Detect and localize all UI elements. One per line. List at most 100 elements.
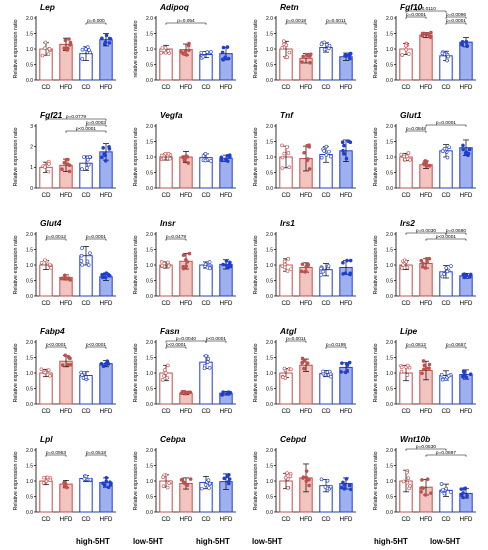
y-tick-label: 2.0 <box>386 16 393 22</box>
p-value-label: p=0.0953 <box>46 450 66 456</box>
data-point <box>43 40 48 45</box>
chart-panel-wnt10b: Wnt10b Relative expression ratio 0.0 0.5 1.0… <box>373 434 476 523</box>
y-tick-label: 1.5 <box>146 355 153 361</box>
data-point <box>321 369 325 374</box>
y-tick-label: 1.5 <box>386 247 393 253</box>
x-category-label: CD <box>321 300 331 307</box>
data-point <box>106 485 111 490</box>
data-point <box>80 167 84 171</box>
data-point <box>345 258 349 263</box>
data-point <box>39 367 44 372</box>
x-category-label: CD <box>441 300 451 307</box>
x-category-label: HFD <box>60 516 73 523</box>
data-point <box>160 46 165 50</box>
data-point <box>348 272 352 277</box>
y-tick-label: 2.0 <box>26 16 33 22</box>
y-tick-label: 1.5 <box>266 247 273 253</box>
data-point <box>399 365 404 370</box>
x-category-label: CD <box>161 84 171 91</box>
y-tick-label: 0.0 <box>386 510 393 516</box>
p-value-label: p<0.0001 <box>436 234 456 240</box>
y-tick-label: 0.0 <box>386 294 393 300</box>
data-point <box>285 269 290 273</box>
y-tick-label: 0.0 <box>266 78 273 84</box>
x-category-label: HFD <box>300 192 313 199</box>
y-tick-label: 1.5 <box>266 355 273 361</box>
chart-panel-adipoq: Adipoq relative expression ratio 0.0 0.5 1.0… <box>133 2 236 91</box>
data-point <box>348 258 353 263</box>
data-point <box>341 260 345 265</box>
y-tick-label: 1.0 <box>266 263 273 269</box>
y-tick-label: 0.0 <box>146 186 153 192</box>
chart-panel-lpl: Lpl Relative expression ratio 0.0 0.5 1.0 1.5… <box>13 434 116 523</box>
y-tick-label: 2.0 <box>146 124 153 130</box>
data-point <box>42 165 47 169</box>
p-value-label: p=0.0657 <box>446 342 466 348</box>
data-point <box>85 259 90 264</box>
y-tick-label: 2.0 <box>266 340 273 346</box>
data-point <box>322 47 327 52</box>
y-tick-label: 0.5 <box>26 494 33 500</box>
y-tick-label: 0.0 <box>26 78 33 84</box>
data-point <box>225 474 230 478</box>
chart-title: Vegfa <box>160 110 183 120</box>
data-point <box>166 264 171 269</box>
x-category-label: CD <box>321 192 331 199</box>
x-category-label: HFD <box>420 408 433 415</box>
y-tick-label: 1.0 <box>386 47 393 53</box>
data-point <box>220 50 225 55</box>
data-point <box>442 146 447 151</box>
y-axis-label: Relative expression ratio <box>373 19 379 78</box>
data-point <box>280 166 285 170</box>
x-category-label: CD <box>81 408 91 415</box>
p-value-label: p=0.0779 <box>66 114 86 120</box>
data-point <box>181 51 185 56</box>
data-point <box>41 481 46 485</box>
data-point <box>462 370 466 374</box>
y-tick-label: 1.5 <box>26 463 33 469</box>
data-point <box>163 151 168 156</box>
data-point <box>307 483 311 488</box>
data-point <box>186 43 191 48</box>
x-category-label: CD <box>201 516 211 523</box>
data-point <box>344 362 349 366</box>
data-point <box>289 367 293 372</box>
y-tick-label: 0.5 <box>266 494 273 500</box>
y-tick-label: 1.0 <box>26 371 33 377</box>
data-point <box>327 369 332 374</box>
data-point <box>159 260 164 264</box>
data-point <box>43 46 47 51</box>
p-value-label: p=0.0011 <box>326 18 346 24</box>
x-category-label: CD <box>281 84 291 91</box>
chart-title: Irs1 <box>280 218 295 228</box>
data-point <box>427 362 432 367</box>
data-point <box>464 375 469 380</box>
data-point <box>282 366 287 371</box>
data-point <box>64 485 69 490</box>
data-point <box>461 143 465 148</box>
x-category-label: CD <box>201 408 211 415</box>
data-point <box>201 55 206 59</box>
chart-title: Fgf21 <box>40 110 63 120</box>
y-tick-label: 2.0 <box>266 232 273 238</box>
y-axis-label: Relative expression ratio <box>373 451 379 510</box>
x-category-label: HFD <box>180 300 193 307</box>
y-tick-label: 2 <box>30 144 33 150</box>
y-tick-label: 2.0 <box>26 448 33 454</box>
data-point <box>103 40 108 44</box>
data-point <box>321 269 325 274</box>
x-category-label: CD <box>441 192 451 199</box>
y-tick-label: 2.0 <box>146 232 153 238</box>
x-category-label: HFD <box>340 300 353 307</box>
data-point <box>419 258 424 263</box>
data-point <box>162 368 167 372</box>
data-point <box>282 151 287 156</box>
data-point <box>64 158 69 162</box>
y-tick-label: 0.0 <box>146 510 153 516</box>
data-point <box>302 366 306 371</box>
data-point <box>304 475 309 480</box>
bar-hfd <box>59 360 73 405</box>
data-point <box>106 272 111 277</box>
x-category-label: HFD <box>420 300 433 307</box>
chart-title: Lipe <box>400 326 418 336</box>
